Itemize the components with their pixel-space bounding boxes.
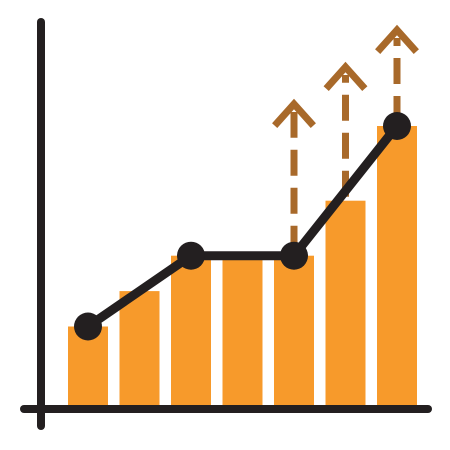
trend-point-3 [280,241,308,270]
upward-arrows-group [272,24,419,252]
bars-group [68,126,417,409]
arrow-head-2 [323,61,368,91]
bar-7 [377,126,417,409]
bar-3 [171,255,211,409]
arrow-head-3 [375,24,419,54]
trend-point-4 [383,112,411,140]
trend-line [83,121,402,331]
trend-line-group [74,112,411,341]
bar-6 [325,200,366,409]
bar-5 [274,255,314,409]
axes-group [20,18,432,430]
trend-point-2 [177,241,205,270]
up-arrow-icon [272,98,316,252]
bar-2 [119,291,160,409]
arrow-head-1 [272,98,316,128]
up-arrow-icon [375,24,419,123]
trend-point-1 [74,312,102,341]
bar-4 [222,255,263,409]
up-arrow-icon [323,61,368,197]
